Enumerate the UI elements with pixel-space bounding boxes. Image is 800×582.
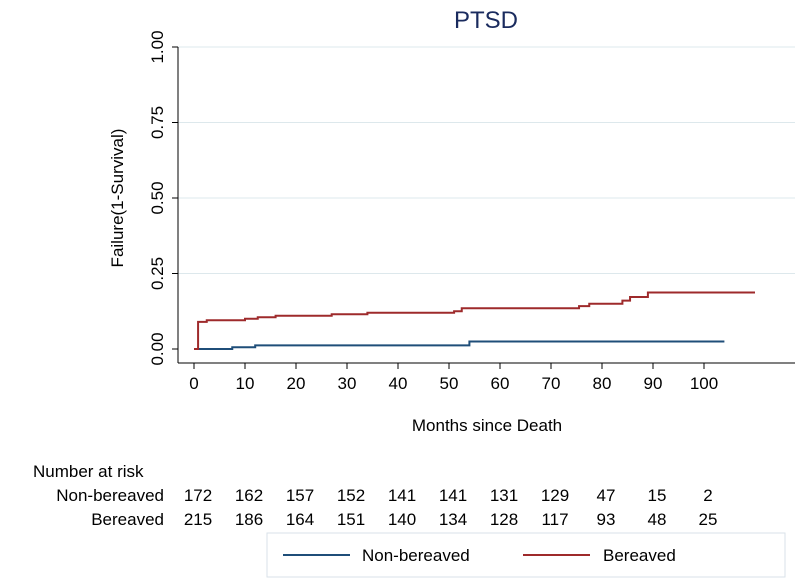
y-tick-label: 0.50 [148, 181, 167, 214]
risk-value-bereaved: 164 [286, 510, 314, 529]
risk-value-bereaved: 134 [439, 510, 467, 529]
chart-title: PTSD [454, 7, 518, 34]
risk-value-bereaved: 48 [648, 510, 667, 529]
series-line-bereaved [194, 291, 755, 350]
risk-value-bereaved: 151 [337, 510, 365, 529]
x-tick-label: 100 [690, 374, 718, 393]
legend-label-bereaved: Bereaved [603, 546, 676, 565]
y-tick-label: 0.25 [148, 257, 167, 290]
risk-value-non-bereaved: 15 [648, 486, 667, 505]
risk-value-bereaved: 128 [490, 510, 518, 529]
risk-value-non-bereaved: 131 [490, 486, 518, 505]
risk-value-bereaved: 25 [699, 510, 718, 529]
x-axis-label: Months since Death [412, 416, 562, 435]
risk-value-non-bereaved: 129 [541, 486, 569, 505]
y-tick-label: 0.00 [148, 332, 167, 365]
risk-row-label-non-bereaved: Non-bereaved [56, 486, 164, 505]
axes: 0.00 0.25 0.50 0.75 1.00 0 10 20 30 40 50 60 70 80 90 1… [148, 30, 795, 393]
risk-value-non-bereaved: 141 [439, 486, 467, 505]
risk-table: Non-bereaved 172 162 157 152 141 141 131 129 47 15… [56, 486, 717, 529]
series-line-non-bereaved [194, 340, 725, 350]
risk-value-bereaved: 215 [184, 510, 212, 529]
legend-box [266, 532, 786, 578]
risk-value-non-bereaved: 2 [703, 486, 712, 505]
risk-value-non-bereaved: 157 [286, 486, 314, 505]
x-tick-label: 0 [189, 374, 198, 393]
risk-value-non-bereaved: 141 [388, 486, 416, 505]
risk-value-bereaved: 93 [597, 510, 616, 529]
grid-lines [178, 46, 795, 274]
risk-table-header: Number at risk [33, 462, 144, 481]
legend: Non-bereaved Bereaved [266, 532, 786, 578]
y-tick-label: 0.75 [148, 106, 167, 139]
legend-label-non-bereaved: Non-bereaved [362, 546, 470, 565]
risk-value-non-bereaved: 47 [597, 486, 616, 505]
risk-value-bereaved: 186 [235, 510, 263, 529]
x-tick-label: 30 [338, 374, 357, 393]
risk-value-non-bereaved: 172 [184, 486, 212, 505]
risk-value-bereaved: 140 [388, 510, 416, 529]
y-tick-label: 1.00 [148, 30, 167, 63]
y-axis-label: Failure(1-Survival) [108, 129, 127, 268]
series-lines [194, 291, 755, 350]
x-tick-label: 10 [236, 374, 255, 393]
x-tick-label: 60 [491, 374, 510, 393]
risk-row-label-bereaved: Bereaved [91, 510, 164, 529]
x-tick-label: 20 [287, 374, 306, 393]
risk-value-non-bereaved: 162 [235, 486, 263, 505]
x-tick-label: 80 [593, 374, 612, 393]
x-tick-label: 70 [542, 374, 561, 393]
risk-value-non-bereaved: 152 [337, 486, 365, 505]
x-tick-label: 90 [644, 374, 663, 393]
x-tick-label: 50 [440, 374, 459, 393]
x-tick-label: 40 [389, 374, 408, 393]
risk-value-bereaved: 117 [541, 510, 568, 529]
